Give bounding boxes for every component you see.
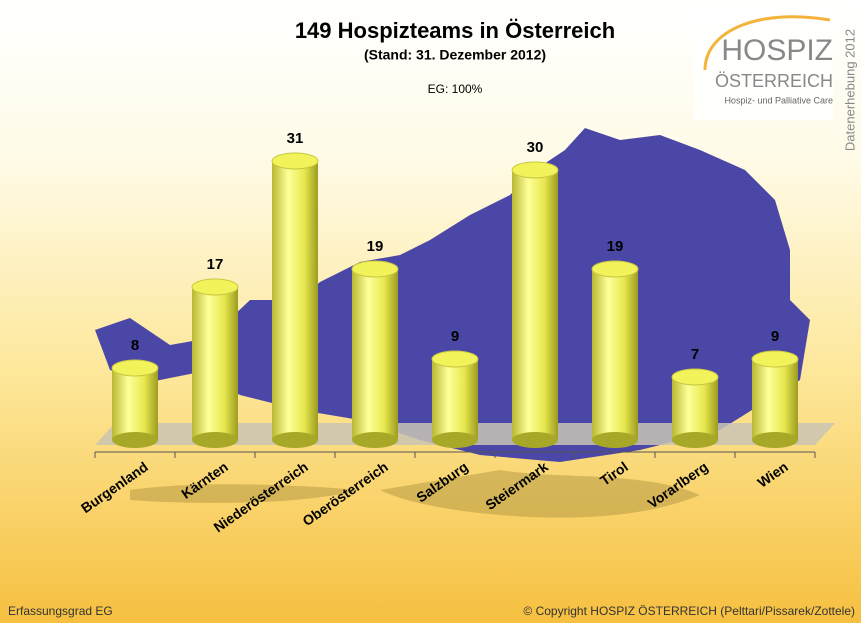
bar	[592, 269, 638, 440]
value-label: 31	[287, 130, 304, 147]
bar	[512, 170, 558, 440]
bar	[112, 368, 158, 440]
chart-title: 149 Hospizteams in Österreich	[295, 18, 615, 43]
bar-bottom	[352, 432, 398, 448]
value-label: 30	[527, 139, 544, 156]
logo-name: HOSPIZ	[721, 34, 833, 67]
value-label: 8	[131, 337, 139, 354]
bar	[672, 377, 718, 440]
bar-bottom	[112, 432, 158, 448]
bar-cap	[351, 260, 399, 278]
bar-bottom	[672, 432, 718, 448]
bar-cap	[191, 278, 239, 296]
logo-tagline: Hospiz- und Palliative Care	[724, 95, 833, 105]
value-label: 17	[207, 256, 224, 273]
bar	[272, 161, 318, 440]
footer-left: Erfassungsgrad EG	[8, 604, 113, 618]
bar-bottom	[192, 432, 238, 448]
logo-box	[693, 10, 833, 120]
value-label: 19	[607, 238, 624, 255]
bar	[432, 359, 478, 440]
annotation: EG: 100%	[428, 82, 483, 96]
bar-cap	[671, 368, 719, 386]
footer-right: © Copyright HOSPIZ ÖSTERREICH (Pelttari/…	[523, 604, 855, 618]
bar-cap	[431, 350, 479, 368]
value-label: 19	[367, 238, 384, 255]
bar-bottom	[592, 432, 638, 448]
value-label: 9	[771, 328, 779, 345]
bar-bottom	[432, 432, 478, 448]
bar	[192, 287, 238, 440]
chart-subtitle: (Stand: 31. Dezember 2012)	[364, 47, 546, 63]
bar	[752, 359, 798, 440]
logo-country: ÖSTERREICH	[715, 71, 833, 91]
bar-cap	[511, 161, 559, 179]
bar-cap	[271, 152, 319, 170]
bar-bottom	[272, 432, 318, 448]
logo-arc	[703, 15, 831, 71]
bar-cap	[111, 359, 159, 377]
bar-cap	[591, 260, 639, 278]
bar-cap	[751, 350, 799, 368]
map-shadow	[130, 470, 700, 518]
bar	[352, 269, 398, 440]
logo-side: Datenerhebung 2012	[842, 29, 857, 151]
bar-bottom	[512, 432, 558, 448]
value-label: 9	[451, 328, 459, 345]
value-label: 7	[691, 346, 699, 363]
bar-bottom	[752, 432, 798, 448]
